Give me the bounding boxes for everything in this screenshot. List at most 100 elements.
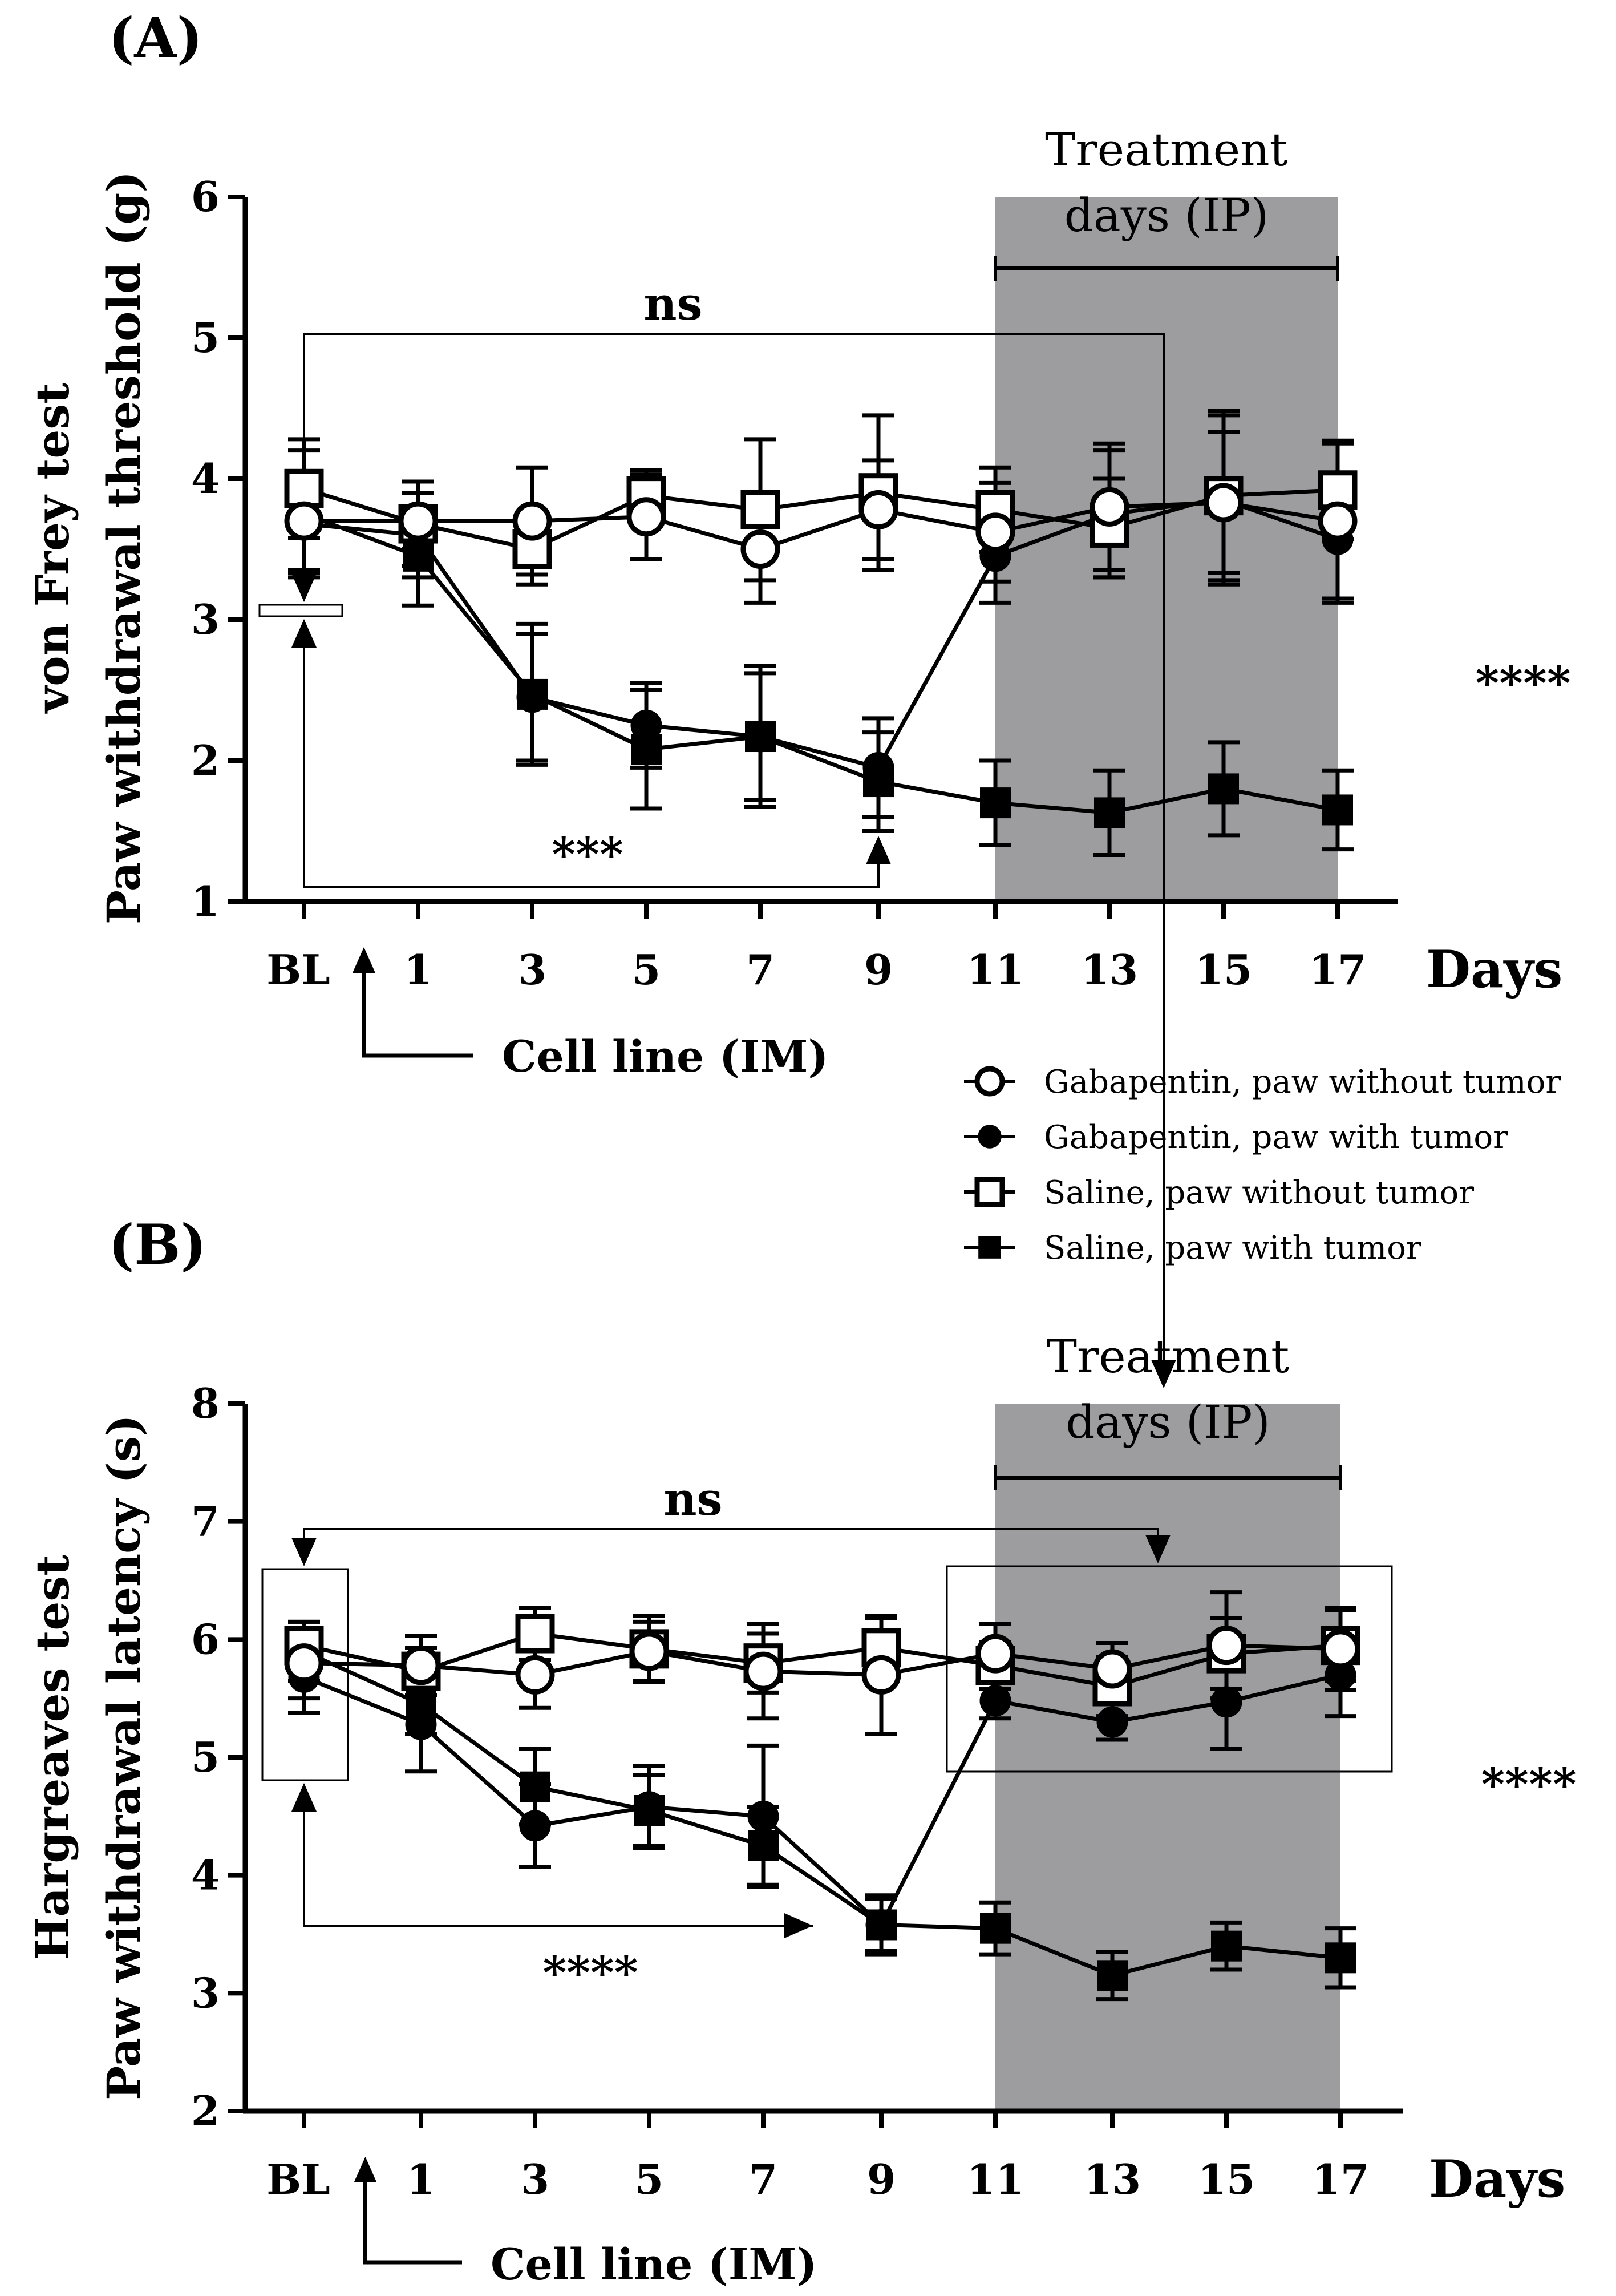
data-point <box>398 501 438 541</box>
x-axis-label: Days <box>1426 939 1562 1000</box>
legend-entry: Saline, paw without tumor <box>1044 1174 1474 1211</box>
data-point <box>284 468 324 508</box>
cell-line-label: Cell line (IM) <box>502 1031 828 1082</box>
data-point <box>284 1643 324 1683</box>
y-tick-label: 5 <box>191 1733 220 1781</box>
right-sig-label: **** <box>1481 1757 1576 1811</box>
x-tick-label: 11 <box>967 2155 1024 2204</box>
x-tick-label: 15 <box>1198 2155 1255 2204</box>
series-line <box>303 512 1338 815</box>
series-line <box>303 1631 1341 1689</box>
series-line <box>303 1643 1341 1677</box>
y-axis-label-line1: Hargreaves test <box>26 1555 79 1961</box>
x-tick-label: 5 <box>635 2155 663 2204</box>
data-point <box>405 1708 437 1740</box>
bottom-arrowhead <box>291 1783 317 1812</box>
x-tick-label: 1 <box>404 945 432 994</box>
x-tick-label: 17 <box>1312 2155 1369 2204</box>
data-point <box>512 501 552 541</box>
data-point <box>626 497 666 537</box>
x-tick-label: 13 <box>1081 945 1138 994</box>
cell-line-arrowhead <box>353 947 375 973</box>
data-point <box>975 1634 1015 1674</box>
data-point <box>1204 483 1244 523</box>
data-point <box>1318 501 1358 541</box>
ns-arrowhead <box>291 573 317 602</box>
data-point <box>747 1800 779 1832</box>
ns-arrowhead <box>1151 1360 1176 1388</box>
series-line <box>303 1649 1341 1978</box>
cell-line-arrow <box>362 970 473 1058</box>
right-sig-label: **** <box>1475 656 1570 710</box>
data-point <box>979 1685 1011 1717</box>
legend-marker <box>978 1125 1002 1149</box>
x-tick-label: 7 <box>746 945 775 994</box>
series-line <box>303 498 1339 770</box>
data-point <box>740 529 780 569</box>
data-point <box>630 709 662 741</box>
legend-marker <box>978 1236 1001 1259</box>
ns-arrowhead <box>1145 1535 1171 1563</box>
x-tick-label: 9 <box>867 2155 896 2204</box>
y-tick-label: 6 <box>191 172 220 221</box>
data-point <box>1325 1942 1356 1974</box>
data-point <box>516 681 548 713</box>
panel-label: (B) <box>108 1212 206 1277</box>
data-point <box>1322 794 1353 826</box>
data-point <box>519 1810 551 1842</box>
data-point <box>975 512 1015 552</box>
x-tick-label: 1 <box>407 2155 435 2204</box>
data-point <box>1321 1629 1360 1669</box>
y-axis-label-line1: von Frey test <box>26 383 79 714</box>
cell-line-arrow <box>363 2180 462 2265</box>
data-point <box>1092 1649 1132 1689</box>
treatment-box <box>946 1565 1393 1773</box>
y-tick-label: 4 <box>191 1851 220 1899</box>
cell-line-arrowhead <box>354 2157 377 2182</box>
cell-line-label: Cell line (IM) <box>491 2239 817 2290</box>
series-line <box>303 486 1338 552</box>
data-point <box>512 529 552 569</box>
data-point <box>1094 797 1125 828</box>
y-tick-label: 5 <box>191 313 220 362</box>
x-tick-label: BL <box>266 945 330 994</box>
x-tick-label: 11 <box>967 945 1024 994</box>
x-tick-label: 5 <box>632 945 661 994</box>
y-tick-label: 6 <box>191 1615 220 1663</box>
y-tick-label: 7 <box>191 1497 220 1546</box>
bottom-sig-label: **** <box>542 1946 638 1999</box>
y-tick-label: 1 <box>191 877 220 925</box>
legend: Gabapentin, paw without tumor Gabapentin,… <box>964 1064 1561 1267</box>
y-axis-label-line2: Paw withdrawal threshold (g) <box>97 171 151 924</box>
ns-label: ns <box>663 1472 722 1526</box>
x-tick-label: 3 <box>518 945 546 994</box>
series-line <box>303 1672 1341 1929</box>
x-tick-label: 7 <box>749 2155 777 2204</box>
baseline-box <box>258 604 343 617</box>
data-point <box>743 1651 783 1691</box>
y-tick-label: 2 <box>191 736 220 785</box>
data-point <box>515 1655 555 1695</box>
legend-entry: Gabapentin, paw with tumor <box>1044 1119 1508 1156</box>
treatment-label: days (IP) <box>1066 1396 1270 1449</box>
ns-arrowhead <box>291 1538 317 1566</box>
data-point <box>401 1646 441 1685</box>
legend-entry: Gabapentin, paw without tumor <box>1044 1064 1561 1101</box>
data-point <box>865 1909 897 1941</box>
data-point <box>520 1771 550 1802</box>
x-tick-label: 9 <box>864 945 893 994</box>
data-point <box>1097 1960 1128 1991</box>
y-tick-label: 8 <box>191 1379 220 1428</box>
treatment-label: days (IP) <box>1064 189 1269 242</box>
y-tick-label: 4 <box>191 454 220 503</box>
bottom-arrowhead <box>291 619 317 648</box>
bottom-sig-label: *** <box>552 827 623 881</box>
ns-label: ns <box>643 277 702 330</box>
series-line <box>304 500 1338 552</box>
data-point <box>1210 1686 1242 1718</box>
data-point <box>284 501 324 541</box>
treatment-region <box>995 197 1338 902</box>
x-tick-label: BL <box>266 2155 330 2204</box>
y-axis-label-line2: Paw withdrawal latency (s) <box>97 1414 151 2100</box>
